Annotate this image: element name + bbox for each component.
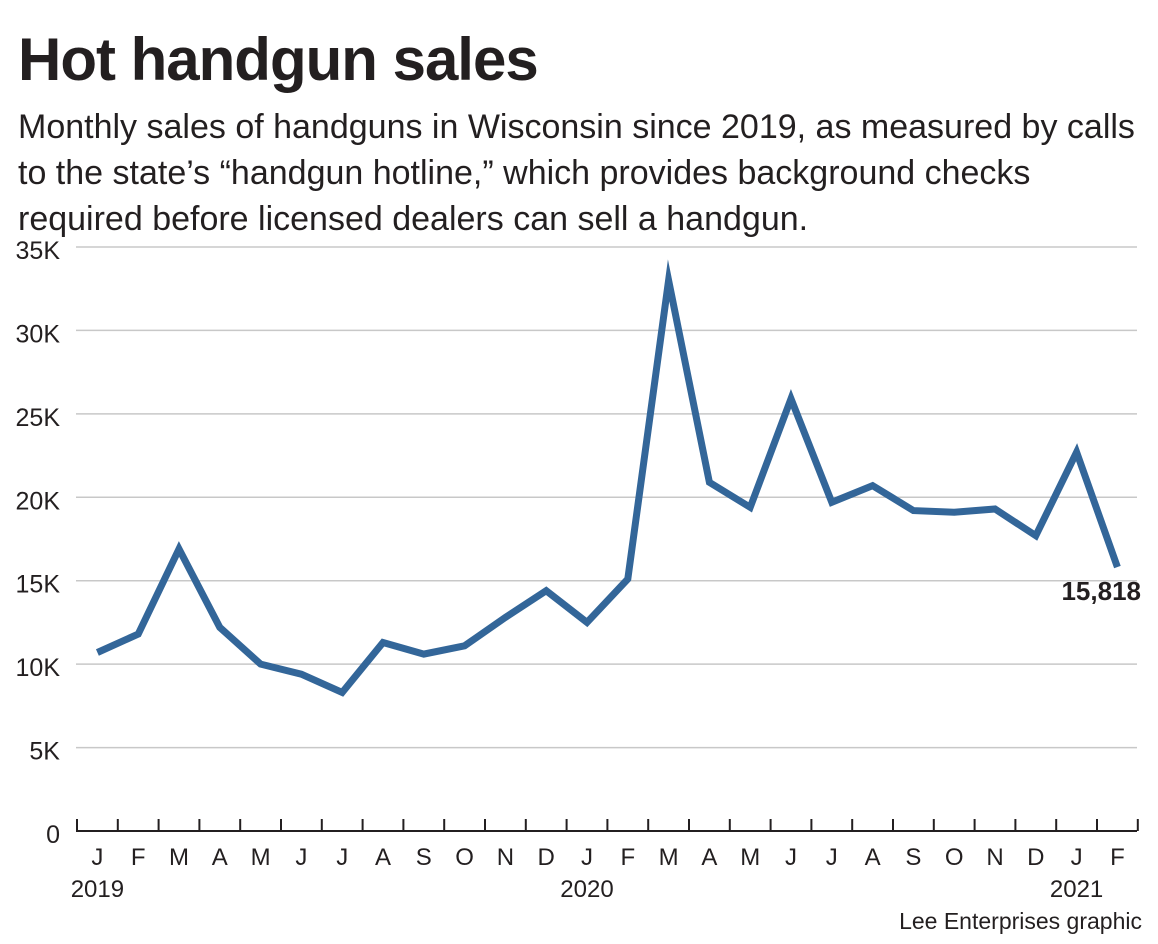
data-point (788, 395, 795, 402)
x-tick-label: S (905, 844, 921, 871)
y-tick-label: 20K (16, 487, 61, 515)
source-credit: Lee Enterprises graphic (899, 908, 1142, 934)
data-point (461, 642, 468, 649)
x-tick-label: J (295, 844, 307, 871)
data-point (135, 631, 142, 638)
x-tick-label: D (1027, 844, 1044, 871)
x-tick-label: F (131, 844, 146, 871)
data-point (380, 639, 387, 646)
x-tick-label: N (497, 844, 514, 871)
x-tick-label: M (659, 844, 679, 871)
gridlines (76, 246, 1137, 749)
x-tick-label: J (336, 844, 348, 871)
data-point (298, 671, 305, 678)
x-tick-label: M (251, 844, 271, 871)
x-tick-label: O (455, 844, 474, 871)
chart-title: Hot handgun sales (18, 26, 539, 93)
data-point (584, 619, 591, 626)
data-point (747, 504, 754, 511)
data-point (706, 479, 713, 486)
x-tick-label: A (701, 844, 717, 871)
data-point (94, 649, 101, 656)
data-point (869, 482, 876, 489)
x-tick-label: N (986, 844, 1003, 871)
y-tick-label: 0 (46, 821, 60, 849)
data-point (176, 546, 183, 553)
year-label: 2021 (1050, 876, 1103, 903)
annotations: 15,818 (1061, 576, 1141, 606)
x-tick-label: M (740, 844, 760, 871)
data-point (502, 614, 509, 621)
chart-subtitle: Monthly sales of handguns in Wisconsin s… (18, 108, 1135, 238)
y-tick-label: 10K (16, 654, 61, 682)
value-annotation: 15,818 (1061, 576, 1141, 606)
data-point (951, 509, 958, 516)
data-point (1032, 532, 1039, 539)
year-label: 2019 (71, 876, 124, 903)
x-tick-label: J (785, 844, 797, 871)
x-tick-label: O (945, 844, 964, 871)
data-point (624, 576, 631, 583)
data-point (910, 507, 917, 514)
y-tick-label: 25K (16, 404, 61, 432)
x-tick-label: A (865, 844, 881, 871)
x-tick-label: D (538, 844, 555, 871)
x-tick-label: J (1071, 844, 1083, 871)
y-tick-label: 30K (16, 320, 61, 348)
x-tick-label: J (826, 844, 838, 871)
data-point (339, 689, 346, 696)
data-point (216, 624, 223, 631)
data-point (543, 587, 550, 594)
series-line (95, 259, 1121, 697)
y-tick-label: 35K (16, 237, 61, 265)
data-point (257, 661, 264, 668)
x-tick-label: A (212, 844, 228, 871)
x-tick-label: F (1110, 844, 1125, 871)
year-label: 2020 (560, 876, 613, 903)
x-tick-label: A (375, 844, 391, 871)
x-tick-label: J (581, 844, 593, 871)
data-point (992, 505, 999, 512)
data-point (828, 499, 835, 506)
x-tick-label: J (91, 844, 103, 871)
data-point (1073, 449, 1080, 456)
data-point (420, 651, 427, 658)
data-point (665, 277, 672, 284)
y-tick-label: 15K (16, 571, 61, 599)
x-tick-label: M (169, 844, 189, 871)
x-tick-label: S (416, 844, 432, 871)
series (94, 259, 1121, 697)
data-point (1114, 564, 1121, 571)
y-axis-labels: 0 5K 10K 15K 20K 25K 30K 35K (16, 237, 61, 849)
y-tick-label: 5K (29, 738, 60, 766)
x-tick-label: F (620, 844, 635, 871)
